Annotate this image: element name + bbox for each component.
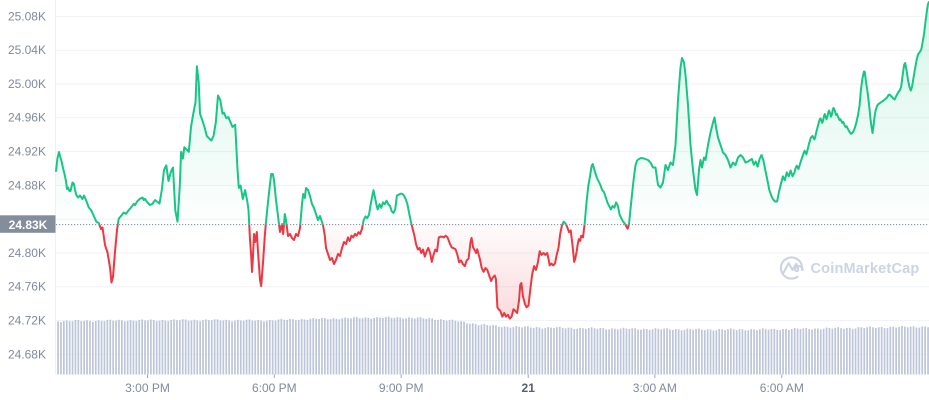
svg-text:9:00 PM: 9:00 PM [379,381,424,395]
svg-text:24.83K: 24.83K [9,218,48,232]
svg-text:CoinMarketCap: CoinMarketCap [811,261,920,277]
svg-text:25.04K: 25.04K [8,43,46,57]
svg-text:3:00 AM: 3:00 AM [633,381,677,395]
svg-text:3:00 PM: 3:00 PM [125,381,170,395]
svg-text:24.92K: 24.92K [8,145,46,159]
svg-text:6:00 PM: 6:00 PM [252,381,297,395]
svg-text:24.76K: 24.76K [8,280,46,294]
svg-text:24.68K: 24.68K [8,347,46,361]
svg-text:24.96K: 24.96K [8,111,46,125]
svg-text:24.80K: 24.80K [8,246,46,260]
svg-text:21: 21 [522,381,536,395]
svg-text:25.00K: 25.00K [8,77,46,91]
svg-text:24.72K: 24.72K [8,314,46,328]
svg-text:25.08K: 25.08K [8,9,46,23]
svg-text:24.88K: 24.88K [8,178,46,192]
svg-text:6:00 AM: 6:00 AM [760,381,804,395]
